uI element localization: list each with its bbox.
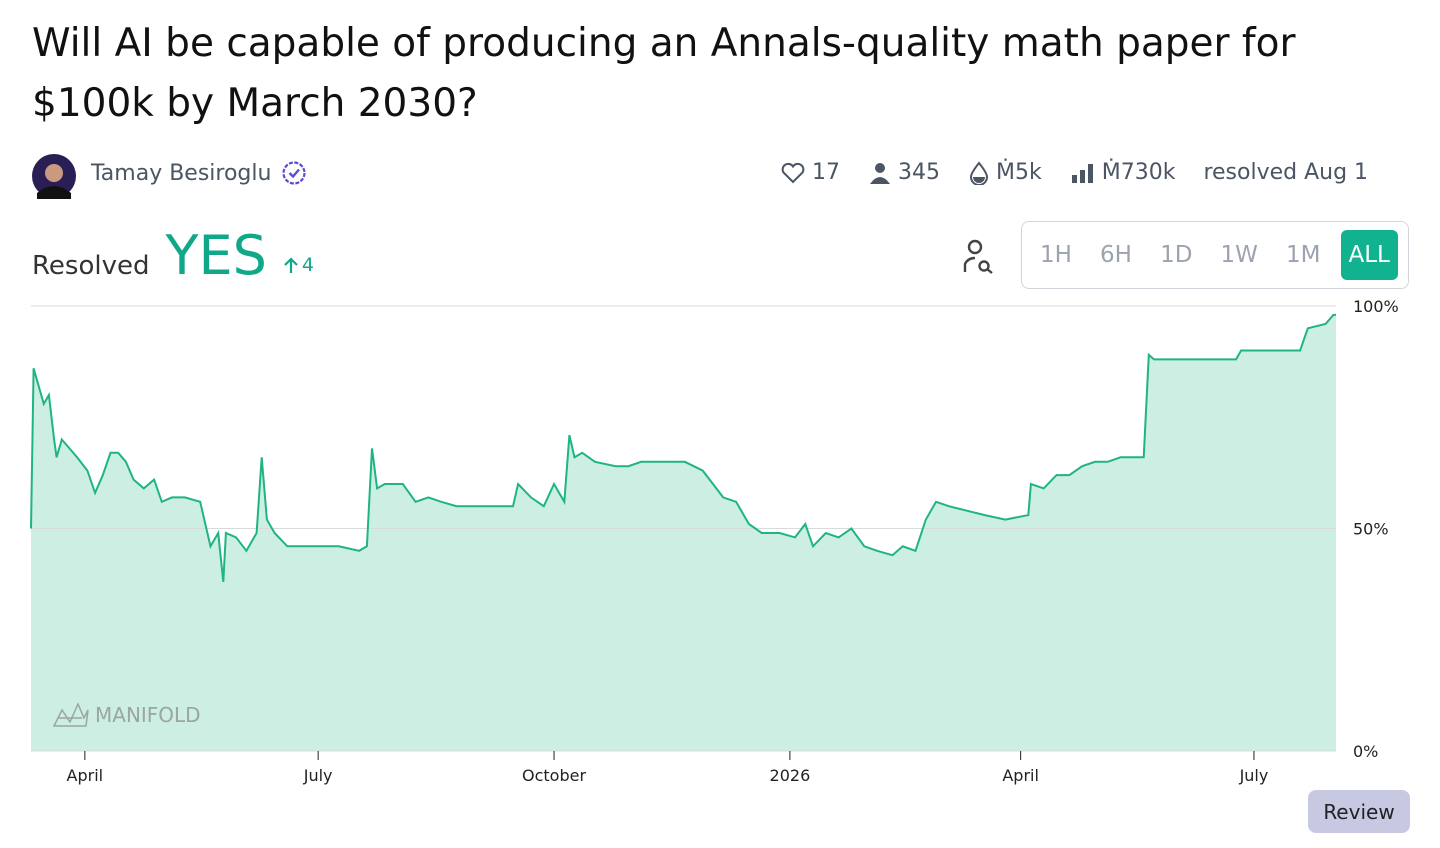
- line: [30, 313, 1336, 583]
- traders: 345: [868, 160, 940, 185]
- x-tick-label: July: [303, 766, 333, 785]
- x-tick-label: July: [1239, 766, 1269, 785]
- user-icon: [870, 162, 890, 184]
- liquidity-amount: Ṁ5k: [996, 160, 1042, 185]
- heart-icon: [781, 162, 805, 183]
- time-button[interactable]: 1M: [1285, 242, 1321, 268]
- chart: 0% 50% 100% April July October 2026 April July MA…: [30, 297, 1399, 785]
- bars-icon: [1071, 163, 1093, 183]
- time-button[interactable]: 6H: [1100, 242, 1132, 268]
- up-arrow: [284, 257, 298, 273]
- resolved-label: Resolved: [32, 251, 150, 281]
- time-button[interactable]: 1H: [1040, 242, 1072, 268]
- resolution: Resolved YES 4: [32, 224, 314, 287]
- user-search-icon[interactable]: [960, 238, 996, 276]
- stats-row: 17 345 Ṁ5k Ṁ730k resolved Aug 1: [780, 160, 1368, 185]
- author-name[interactable]: Tamay Besiroglu: [91, 160, 272, 186]
- change: 4: [283, 254, 314, 276]
- x-tick-label: 2026: [770, 766, 811, 785]
- x-tick-label: October: [522, 766, 586, 785]
- time-button[interactable]: ALL: [1340, 230, 1398, 280]
- traders-count: 345: [898, 160, 940, 185]
- area: [31, 314, 1336, 751]
- likes[interactable]: 17: [780, 160, 840, 185]
- review-button[interactable]: Review: [1308, 790, 1410, 833]
- y-tick-label: 100%: [1353, 297, 1399, 316]
- avatar[interactable]: [31, 153, 77, 199]
- resolved-date: resolved Aug 1: [1203, 160, 1369, 185]
- y-tick-label: 50%: [1353, 520, 1389, 539]
- time-button[interactable]: 1D: [1160, 242, 1193, 268]
- verified-badge: [282, 161, 307, 185]
- time-button[interactable]: 1W: [1220, 242, 1258, 268]
- change-value: 4: [301, 254, 314, 276]
- market-title: Will AI be capable of producing an Annal…: [32, 21, 1296, 126]
- volume-amount: Ṁ730k: [1101, 160, 1176, 185]
- time-range-selector: 1H 6H 1D 1W 1M ALL: [1021, 221, 1409, 289]
- y-tick-label: 0%: [1353, 742, 1378, 761]
- drop-icon: [969, 160, 989, 185]
- manifold-logo: [52, 702, 89, 727]
- watermark-text: MANIFOLD: [95, 703, 201, 727]
- volume: Ṁ730k: [1070, 160, 1176, 185]
- x-tick-label: April: [67, 766, 104, 785]
- likes-count: 17: [812, 160, 840, 185]
- x-tick-label: April: [1002, 766, 1039, 785]
- outcome: YES: [165, 224, 267, 287]
- watermark: [52, 702, 89, 727]
- liquidity: Ṁ5k: [968, 160, 1042, 185]
- author-row: Tamay Besiroglu: [91, 160, 307, 186]
